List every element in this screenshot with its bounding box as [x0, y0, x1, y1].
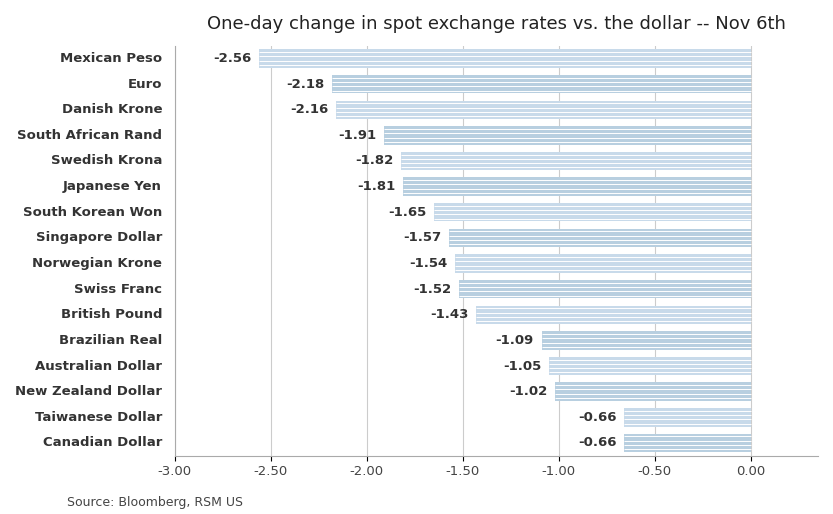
Text: -1.05: -1.05	[503, 359, 541, 373]
Text: -2.16: -2.16	[290, 103, 328, 116]
Text: Swiss Franc: Swiss Franc	[74, 283, 162, 296]
Bar	[337, 101, 751, 119]
Title: One-day change in spot exchange rates vs. the dollar -- Nov 6th: One-day change in spot exchange rates vs…	[207, 15, 786, 33]
Text: South African Rand: South African Rand	[17, 129, 162, 142]
Text: -2.18: -2.18	[287, 78, 325, 90]
Bar	[455, 254, 751, 273]
Bar	[403, 177, 751, 196]
Text: -1.81: -1.81	[357, 180, 396, 193]
Text: -1.02: -1.02	[509, 385, 547, 398]
Text: -1.91: -1.91	[338, 129, 377, 142]
Bar	[384, 126, 751, 144]
Text: -1.57: -1.57	[404, 231, 441, 244]
Text: -1.09: -1.09	[496, 334, 534, 347]
Bar	[450, 229, 751, 247]
Bar	[332, 75, 751, 94]
Text: -1.43: -1.43	[431, 308, 469, 321]
Bar	[549, 357, 751, 375]
Text: Brazilian Real: Brazilian Real	[59, 334, 162, 347]
Text: -1.52: -1.52	[413, 283, 451, 296]
Text: -1.54: -1.54	[409, 257, 447, 270]
Bar	[434, 203, 751, 222]
Text: -0.66: -0.66	[578, 436, 616, 449]
Text: Swedish Krona: Swedish Krona	[51, 155, 162, 168]
Bar	[459, 280, 751, 298]
Text: Source: Bloomberg, RSM US: Source: Bloomberg, RSM US	[67, 496, 242, 509]
Text: Singapore Dollar: Singapore Dollar	[36, 231, 162, 244]
Text: Taiwanese Dollar: Taiwanese Dollar	[35, 411, 162, 424]
Text: -1.65: -1.65	[388, 206, 426, 219]
Text: Danish Krone: Danish Krone	[62, 103, 162, 116]
Text: New Zealand Dollar: New Zealand Dollar	[15, 385, 162, 398]
Bar	[624, 434, 751, 452]
Bar	[624, 408, 751, 427]
Bar	[555, 382, 751, 401]
Text: Canadian Dollar: Canadian Dollar	[42, 436, 162, 449]
Bar	[259, 49, 751, 68]
Bar	[476, 305, 751, 324]
Text: -0.66: -0.66	[578, 411, 616, 424]
Text: Euro: Euro	[127, 78, 162, 90]
Text: Norwegian Krone: Norwegian Krone	[32, 257, 162, 270]
Text: Japanese Yen: Japanese Yen	[63, 180, 162, 193]
Text: -2.56: -2.56	[213, 52, 252, 65]
Text: South Korean Won: South Korean Won	[22, 206, 162, 219]
Text: Australian Dollar: Australian Dollar	[35, 359, 162, 373]
Text: -1.82: -1.82	[356, 155, 394, 168]
Bar	[541, 331, 751, 350]
Text: Mexican Peso: Mexican Peso	[60, 52, 162, 65]
Bar	[402, 152, 751, 170]
Text: British Pound: British Pound	[61, 308, 162, 321]
